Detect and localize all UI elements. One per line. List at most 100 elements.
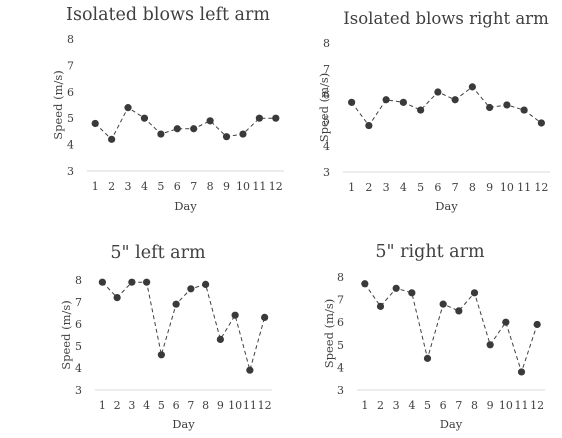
x-tick-label: 6	[173, 399, 180, 412]
chart-title: Isolated blows right arm	[343, 9, 549, 28]
series-line	[94, 106, 276, 141]
y-tick-label: 5	[75, 340, 82, 353]
x-axis-label: Day	[174, 199, 197, 213]
data-point	[503, 101, 511, 109]
chart-title: Isolated blows left arm	[66, 5, 270, 25]
series-line	[351, 86, 542, 127]
x-tick-label: 12	[258, 399, 272, 412]
data-point	[533, 320, 541, 329]
y-tick-label: 7	[337, 294, 344, 307]
data-point	[128, 278, 136, 286]
series-line	[364, 283, 538, 374]
data-point	[434, 88, 442, 96]
y-tick-label: 6	[337, 316, 344, 329]
data-point	[206, 117, 214, 125]
data-point	[239, 130, 247, 138]
x-tick-label: 5	[424, 399, 431, 412]
x-tick-label: 2	[108, 180, 115, 193]
data-point	[348, 98, 356, 106]
x-tick-label: 11	[517, 181, 531, 194]
y-tick-label: 3	[75, 384, 82, 397]
y-tick-label: 5	[67, 112, 74, 125]
data-point	[376, 302, 385, 310]
data-point	[470, 289, 479, 297]
x-tick-label: 11	[515, 399, 529, 412]
data-point	[216, 335, 224, 343]
y-axis-label: Speed (m/s)	[322, 299, 336, 369]
y-tick-label: 6	[67, 86, 74, 99]
data-point	[173, 125, 181, 133]
data-point	[399, 98, 407, 106]
data-point	[187, 285, 195, 293]
x-tick-label: 7	[455, 399, 462, 412]
x-tick-label: 10	[500, 181, 514, 194]
x-tick-label: 1	[99, 399, 106, 412]
x-tick-label: 10	[236, 180, 250, 193]
data-point	[157, 351, 165, 359]
data-point	[157, 130, 165, 138]
x-tick-label: 7	[187, 399, 194, 412]
data-point	[172, 300, 180, 308]
y-axis-label: Speed (m/s)	[317, 73, 331, 143]
data-point	[408, 289, 416, 297]
y-axis-label: Speed (m/s)	[59, 300, 73, 370]
x-tick-label: 10	[499, 399, 513, 412]
y-tick-label: 6	[75, 318, 82, 331]
y-tick-label: 8	[67, 33, 74, 46]
data-point	[124, 104, 132, 112]
x-tick-label: 2	[114, 399, 121, 412]
data-point	[486, 341, 494, 349]
x-tick-label: 5	[158, 399, 165, 412]
y-tick-label: 5	[323, 114, 330, 127]
x-tick-label: 9	[223, 180, 230, 193]
data-point	[520, 106, 528, 114]
data-point	[417, 106, 425, 114]
data-point	[91, 119, 99, 128]
x-tick-label: 6	[440, 399, 447, 412]
data-point	[382, 96, 390, 104]
y-tick-label: 7	[67, 59, 74, 72]
data-point	[502, 318, 510, 326]
x-tick-label: 8	[469, 181, 476, 194]
data-point	[202, 280, 210, 288]
x-tick-label: 8	[202, 399, 209, 412]
x-axis-label: Day	[172, 417, 195, 431]
x-tick-label: 8	[207, 180, 214, 193]
chart-title: 5" left arm	[110, 243, 206, 263]
data-point	[222, 133, 231, 141]
data-point	[261, 313, 269, 321]
data-point	[468, 83, 476, 91]
y-tick-label: 8	[75, 274, 82, 287]
y-tick-label: 7	[323, 63, 330, 76]
data-point	[272, 114, 280, 122]
x-tick-label: 12	[530, 399, 544, 412]
data-point	[486, 103, 494, 112]
data-point	[255, 114, 263, 122]
x-tick-label: 6	[174, 180, 181, 193]
y-tick-label: 4	[337, 361, 344, 374]
x-tick-label: 5	[157, 180, 164, 193]
x-tick-label: 12	[269, 180, 283, 193]
x-tick-label: 1	[92, 180, 99, 193]
data-point	[246, 366, 254, 374]
x-tick-label: 4	[141, 180, 148, 193]
data-point	[108, 135, 116, 143]
data-point	[98, 278, 106, 286]
data-point	[517, 368, 526, 376]
x-tick-label: 3	[393, 399, 400, 412]
data-point	[231, 311, 239, 319]
data-point	[190, 125, 198, 133]
x-tick-label: 7	[452, 181, 459, 194]
x-tick-label: 4	[143, 399, 150, 412]
data-point	[451, 96, 459, 104]
x-tick-label: 1	[348, 181, 355, 194]
x-tick-label: 1	[361, 399, 368, 412]
x-tick-label: 3	[383, 181, 390, 194]
data-point	[537, 119, 545, 127]
x-tick-label: 2	[377, 399, 384, 412]
y-tick-label: 3	[67, 165, 74, 178]
